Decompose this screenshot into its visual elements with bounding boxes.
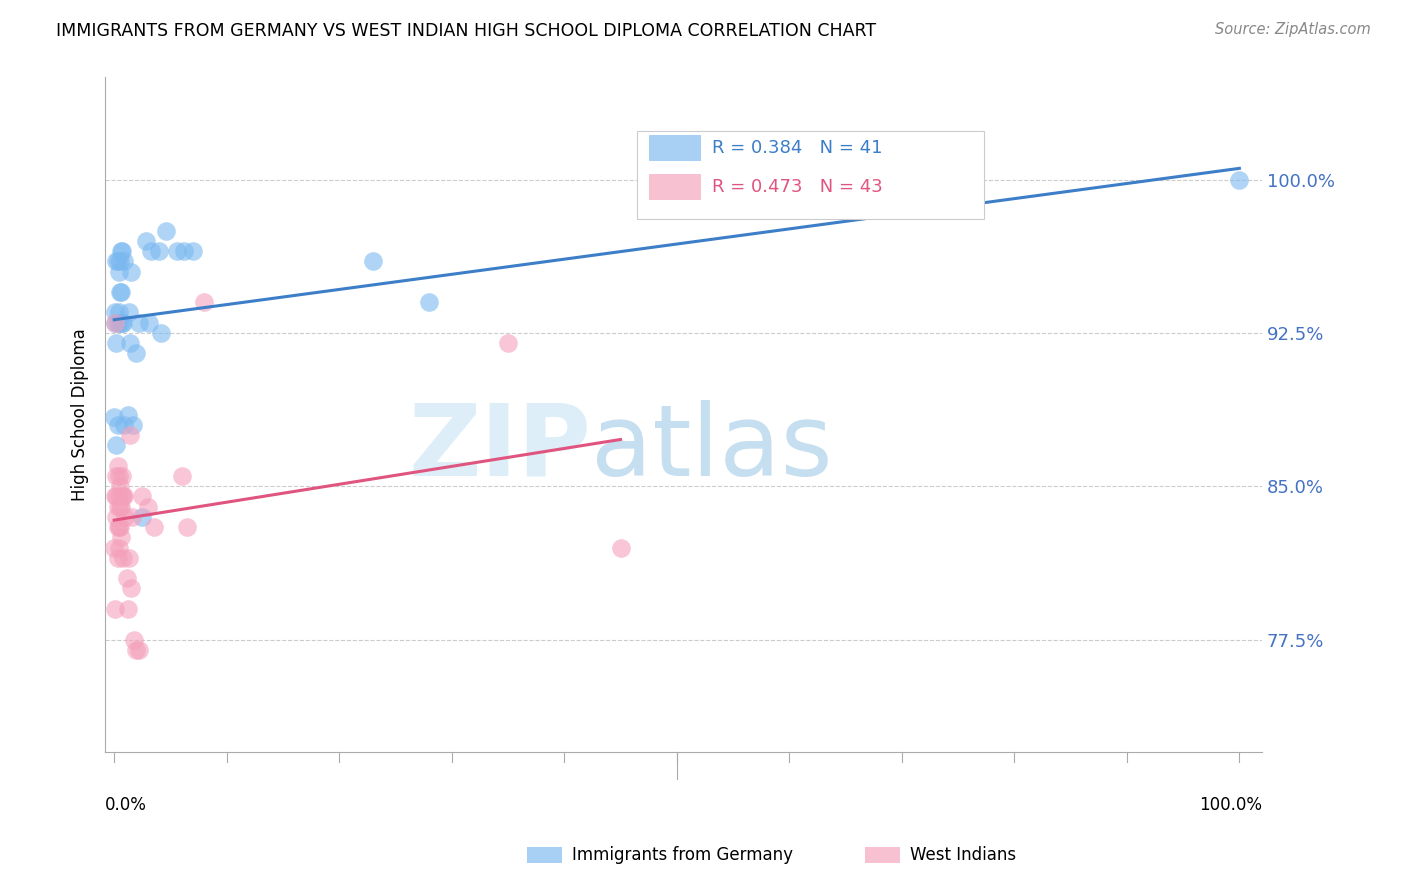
Point (118, 305, 141, 319)
Point (141, 244, 163, 259)
Point (148, 244, 170, 259)
Point (128, 642, 150, 657)
Point (108, 479, 131, 493)
Point (108, 500, 131, 514)
Point (117, 602, 139, 616)
Point (166, 244, 188, 259)
Point (112, 254, 135, 268)
Point (609, 541, 631, 555)
Point (107, 458, 129, 473)
Y-axis label: High School Diploma: High School Diploma (72, 328, 89, 501)
Point (361, 254, 384, 268)
Point (111, 490, 134, 504)
Point (117, 408, 139, 422)
Text: 0.0%: 0.0% (105, 796, 148, 814)
Point (124, 632, 146, 647)
Point (104, 316, 127, 330)
Point (110, 530, 132, 544)
Point (105, 254, 128, 268)
Point (112, 490, 135, 504)
Point (111, 469, 134, 483)
Point (112, 316, 135, 330)
Point (120, 264, 142, 278)
Point (107, 305, 129, 319)
Point (155, 224, 177, 238)
Point (181, 244, 204, 259)
Point (121, 509, 143, 524)
Point (107, 500, 129, 514)
Point (112, 550, 135, 565)
Point (111, 316, 134, 330)
Point (107, 316, 129, 330)
Point (107, 469, 129, 483)
Point (107, 520, 129, 534)
Point (108, 254, 131, 268)
Point (1229, 172, 1251, 186)
Point (176, 520, 198, 534)
Text: R = 0.384   N = 41: R = 0.384 N = 41 (713, 139, 883, 157)
Point (107, 520, 129, 534)
Point (150, 326, 173, 340)
Point (138, 316, 160, 330)
Point (115, 571, 138, 585)
Point (112, 490, 135, 504)
Point (110, 500, 132, 514)
Point (104, 490, 127, 504)
Point (112, 417, 135, 432)
Point (118, 550, 141, 565)
Text: Source: ZipAtlas.com: Source: ZipAtlas.com (1215, 22, 1371, 37)
Point (496, 336, 519, 351)
Point (107, 264, 129, 278)
Point (118, 336, 141, 351)
Point (170, 469, 193, 483)
Point (108, 285, 131, 299)
Point (108, 316, 131, 330)
Point (114, 509, 136, 524)
Text: IMMIGRANTS FROM GERMANY VS WEST INDIAN HIGH SCHOOL DIPLOMA CORRELATION CHART: IMMIGRANTS FROM GERMANY VS WEST INDIAN H… (56, 22, 876, 40)
Text: 100.0%: 100.0% (1199, 796, 1263, 814)
Point (418, 295, 440, 310)
Point (128, 316, 150, 330)
Point (103, 541, 125, 555)
Point (110, 244, 132, 259)
Point (105, 469, 128, 483)
Bar (648, 174, 702, 200)
Point (136, 500, 159, 514)
Point (124, 346, 146, 360)
Point (118, 428, 141, 442)
Point (142, 520, 165, 534)
Point (104, 316, 127, 330)
Point (120, 582, 142, 596)
Point (105, 509, 128, 524)
Text: West Indians: West Indians (910, 847, 1015, 864)
Point (107, 254, 129, 268)
Point (111, 244, 134, 259)
Point (122, 417, 145, 432)
Text: ZIP: ZIP (408, 400, 591, 497)
Point (193, 295, 215, 310)
Point (103, 409, 125, 424)
Point (107, 550, 129, 565)
Point (110, 285, 132, 299)
Point (104, 305, 127, 319)
Point (131, 490, 153, 504)
Point (107, 541, 129, 555)
Text: atlas: atlas (591, 400, 832, 497)
Text: Immigrants from Germany: Immigrants from Germany (572, 847, 793, 864)
Point (105, 438, 128, 452)
Text: R = 0.473   N = 43: R = 0.473 N = 43 (713, 178, 883, 195)
Point (135, 234, 157, 248)
Point (131, 509, 153, 524)
Point (105, 336, 128, 351)
Point (105, 490, 128, 504)
Bar (648, 136, 702, 161)
Point (104, 602, 127, 616)
Point (107, 417, 129, 432)
Point (108, 520, 131, 534)
FancyBboxPatch shape (637, 131, 984, 219)
Point (124, 642, 146, 657)
Point (107, 490, 129, 504)
Point (173, 244, 195, 259)
